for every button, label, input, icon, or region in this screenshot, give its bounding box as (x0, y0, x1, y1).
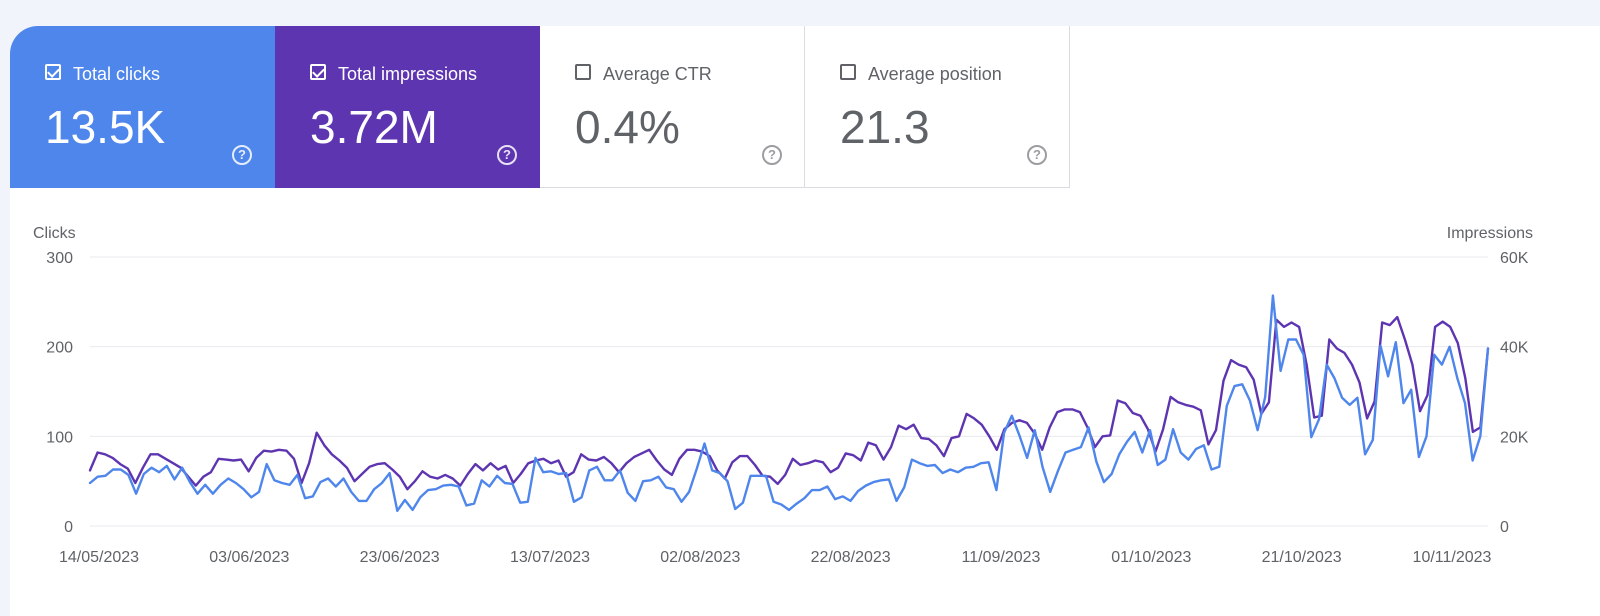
x-tick-label: 21/10/2023 (1262, 549, 1342, 566)
x-tick-label: 14/05/2023 (59, 549, 139, 566)
x-tick-label: 13/07/2023 (510, 549, 590, 566)
y-left-axis-title: Clicks (33, 225, 76, 242)
metric-value: 21.3 (840, 101, 930, 153)
series-lines (88, 294, 1490, 512)
performance-chart: Clicks Impressions 0 100 200 300 0 20K 40K 60K… (33, 225, 1533, 566)
x-tick-label: 23/06/2023 (360, 549, 440, 566)
x-tick-label: 11/09/2023 (962, 549, 1041, 566)
y-left-tick-label: 100 (46, 429, 73, 446)
metric-value: 3.72M (310, 101, 438, 153)
y-right-tick-label: 60K (1500, 250, 1529, 267)
y-left-tick-label: 300 (46, 250, 73, 267)
checkbox-checked-icon[interactable] (310, 64, 326, 80)
x-tick-label: 02/08/2023 (660, 549, 740, 566)
x-tick-label: 03/06/2023 (209, 549, 289, 566)
series-line-clicks (88, 294, 1490, 512)
help-circle-icon[interactable]: ? (762, 145, 782, 165)
y-left-tick-label: 0 (64, 519, 73, 536)
metric-value: 13.5K (45, 101, 166, 153)
checkbox-unchecked-icon[interactable] (575, 64, 591, 80)
metric-label: Total clicks (73, 64, 161, 84)
metric-tabs: Total clicks 13.5K ? Total impressions 3… (10, 26, 1070, 188)
metric-average-position[interactable]: Average position 21.3 ? (805, 26, 1070, 188)
y-left-tick-label: 200 (46, 340, 73, 357)
y-right-tick-label: 20K (1500, 429, 1529, 446)
metric-label: Average position (868, 64, 1002, 84)
help-circle-icon[interactable]: ? (1027, 145, 1047, 165)
y-right-tick-label: 0 (1500, 519, 1509, 536)
x-tick-label: 01/10/2023 (1111, 549, 1191, 566)
metric-total-impressions[interactable]: Total impressions 3.72M ? (275, 26, 540, 188)
gridlines (90, 256, 1488, 527)
x-axis: 14/05/2023 03/06/2023 23/06/2023 13/07/2023… (59, 549, 1492, 566)
checkbox-unchecked-icon[interactable] (840, 64, 856, 80)
metric-total-clicks[interactable]: Total clicks 13.5K ? (10, 26, 275, 188)
metric-label: Average CTR (603, 64, 712, 84)
checkbox-checked-icon[interactable] (45, 64, 61, 80)
x-tick-label: 22/08/2023 (811, 549, 891, 566)
y-left-axis: 0 100 200 300 (46, 250, 73, 536)
metric-average-ctr[interactable]: Average CTR 0.4% ? (540, 26, 805, 188)
y-right-axis-title: Impressions (1447, 225, 1533, 242)
x-tick-label: 10/11/2023 (1413, 549, 1492, 566)
series-line-impressions (88, 315, 1490, 491)
help-circle-icon[interactable]: ? (497, 145, 517, 165)
y-right-axis: 0 20K 40K 60K (1500, 250, 1529, 536)
metric-value: 0.4% (575, 101, 680, 153)
help-circle-icon[interactable]: ? (232, 145, 252, 165)
performance-card: Total clicks 13.5K ? Total impressions 3… (10, 26, 1600, 616)
y-right-tick-label: 40K (1500, 340, 1529, 357)
metric-label: Total impressions (338, 64, 478, 84)
